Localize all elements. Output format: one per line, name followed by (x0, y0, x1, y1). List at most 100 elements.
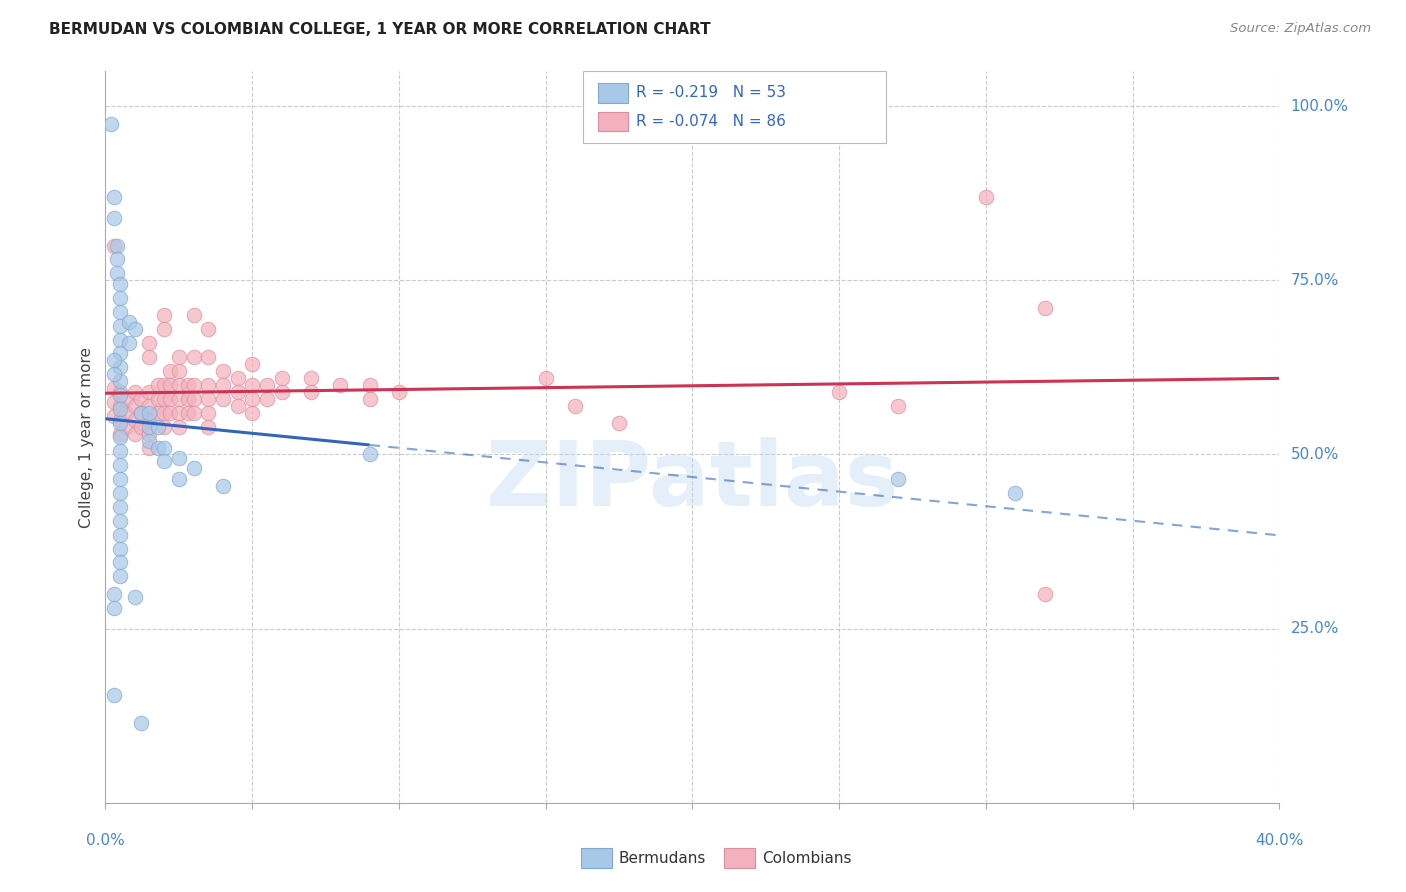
Point (115, 419, 138, 434)
Point (159, 377, 181, 392)
Point (240, 377, 263, 392)
Point (103, 238, 125, 252)
Point (115, 392, 138, 406)
Point (153, 406, 176, 420)
Point (974, 190, 997, 204)
Point (1033, 587, 1056, 601)
Point (183, 377, 205, 392)
Point (197, 322, 219, 336)
Point (388, 384, 411, 399)
Point (129, 406, 152, 420)
Point (138, 434, 160, 448)
Point (118, 315, 141, 329)
Point (211, 392, 233, 406)
Point (270, 384, 292, 399)
Text: ZIPatlas: ZIPatlas (486, 437, 898, 525)
Text: 40.0%: 40.0% (1256, 833, 1303, 848)
Point (167, 392, 190, 406)
Point (108, 485, 131, 500)
Point (159, 406, 181, 420)
Point (108, 527, 131, 541)
Point (159, 392, 181, 406)
Point (148, 406, 170, 420)
Point (211, 364, 233, 378)
Point (115, 406, 138, 420)
Point (256, 392, 278, 406)
Point (197, 419, 219, 434)
Point (103, 395, 125, 409)
Point (183, 461, 205, 475)
Point (148, 392, 170, 406)
Point (108, 472, 131, 486)
Point (108, 360, 131, 375)
Point (176, 377, 198, 392)
Point (153, 322, 176, 336)
Point (329, 377, 352, 392)
Point (129, 406, 152, 420)
Point (108, 514, 131, 528)
Point (108, 426, 131, 441)
Point (108, 346, 131, 360)
Point (256, 377, 278, 392)
Point (108, 458, 131, 472)
Point (153, 377, 176, 392)
Point (103, 409, 125, 424)
Text: Colombians: Colombians (762, 851, 852, 865)
Point (176, 392, 198, 406)
Point (124, 384, 146, 399)
Point (607, 416, 630, 430)
Point (108, 541, 131, 556)
Point (108, 384, 131, 399)
Point (138, 384, 160, 399)
Point (167, 350, 190, 364)
Point (183, 350, 205, 364)
Y-axis label: College, 1 year or more: College, 1 year or more (79, 347, 94, 527)
Point (240, 406, 263, 420)
Point (167, 419, 190, 434)
Text: Bermudans: Bermudans (619, 851, 706, 865)
Point (108, 388, 131, 402)
Point (167, 472, 190, 486)
Point (359, 392, 381, 406)
Point (105, 238, 128, 252)
Point (138, 441, 160, 455)
Point (124, 591, 146, 605)
Point (103, 600, 125, 615)
Text: BERMUDAN VS COLOMBIAN COLLEGE, 1 YEAR OR MORE CORRELATION CHART: BERMUDAN VS COLOMBIAN COLLEGE, 1 YEAR OR… (49, 22, 711, 37)
Text: 75.0%: 75.0% (1291, 273, 1339, 288)
Point (197, 377, 219, 392)
Point (1004, 485, 1026, 500)
Point (103, 688, 125, 702)
Point (197, 406, 219, 420)
Text: R = -0.074   N = 86: R = -0.074 N = 86 (636, 114, 786, 128)
Point (108, 569, 131, 583)
Point (103, 381, 125, 395)
Point (1033, 301, 1056, 316)
Point (153, 308, 176, 322)
Point (138, 350, 160, 364)
Point (129, 419, 152, 434)
Point (167, 450, 190, 465)
Text: 100.0%: 100.0% (1291, 99, 1348, 113)
Point (108, 375, 131, 389)
Point (124, 322, 146, 336)
Point (148, 377, 170, 392)
Point (887, 399, 910, 413)
Point (211, 479, 233, 493)
Point (299, 384, 322, 399)
Text: 50.0%: 50.0% (1291, 447, 1339, 462)
Point (153, 441, 176, 455)
Point (108, 291, 131, 305)
Point (108, 412, 131, 426)
Point (197, 350, 219, 364)
Point (138, 412, 160, 426)
Point (176, 406, 198, 420)
Point (359, 377, 381, 392)
Point (138, 426, 160, 441)
Point (534, 371, 557, 385)
Point (138, 399, 160, 413)
Point (240, 357, 263, 371)
Point (103, 190, 125, 204)
Point (108, 402, 131, 417)
Point (108, 304, 131, 318)
